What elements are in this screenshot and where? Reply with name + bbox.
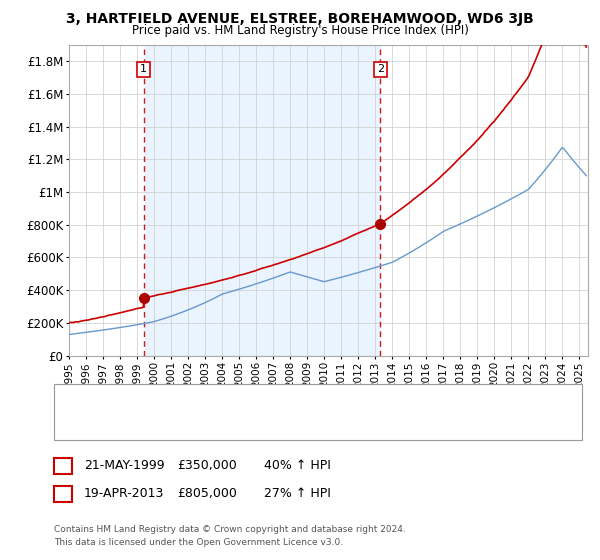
Text: 19-APR-2013: 19-APR-2013 bbox=[84, 487, 164, 501]
Text: This data is licensed under the Open Government Licence v3.0.: This data is licensed under the Open Gov… bbox=[54, 538, 343, 547]
Text: 1: 1 bbox=[140, 64, 147, 74]
Text: Price paid vs. HM Land Registry's House Price Index (HPI): Price paid vs. HM Land Registry's House … bbox=[131, 24, 469, 36]
Text: HPI: Average price, detached house, Hertsmere: HPI: Average price, detached house, Hert… bbox=[108, 421, 356, 431]
Text: ────: ──── bbox=[67, 421, 91, 431]
Text: 40% ↑ HPI: 40% ↑ HPI bbox=[264, 459, 331, 473]
Text: £805,000: £805,000 bbox=[177, 487, 237, 501]
Text: 27% ↑ HPI: 27% ↑ HPI bbox=[264, 487, 331, 501]
Text: 2: 2 bbox=[59, 487, 67, 501]
Text: £350,000: £350,000 bbox=[177, 459, 237, 473]
Text: 1: 1 bbox=[59, 459, 67, 473]
Text: 2: 2 bbox=[377, 64, 384, 74]
Text: Contains HM Land Registry data © Crown copyright and database right 2024.: Contains HM Land Registry data © Crown c… bbox=[54, 525, 406, 534]
Text: ────: ──── bbox=[67, 394, 91, 404]
Text: 21-MAY-1999: 21-MAY-1999 bbox=[84, 459, 164, 473]
Text: 3, HARTFIELD AVENUE, ELSTREE, BOREHAMWOOD, WD6 3JB: 3, HARTFIELD AVENUE, ELSTREE, BOREHAMWOO… bbox=[66, 12, 534, 26]
Text: 3, HARTFIELD AVENUE, ELSTREE, BOREHAMWOOD, WD6 3JB (detached house): 3, HARTFIELD AVENUE, ELSTREE, BOREHAMWOO… bbox=[108, 394, 515, 404]
